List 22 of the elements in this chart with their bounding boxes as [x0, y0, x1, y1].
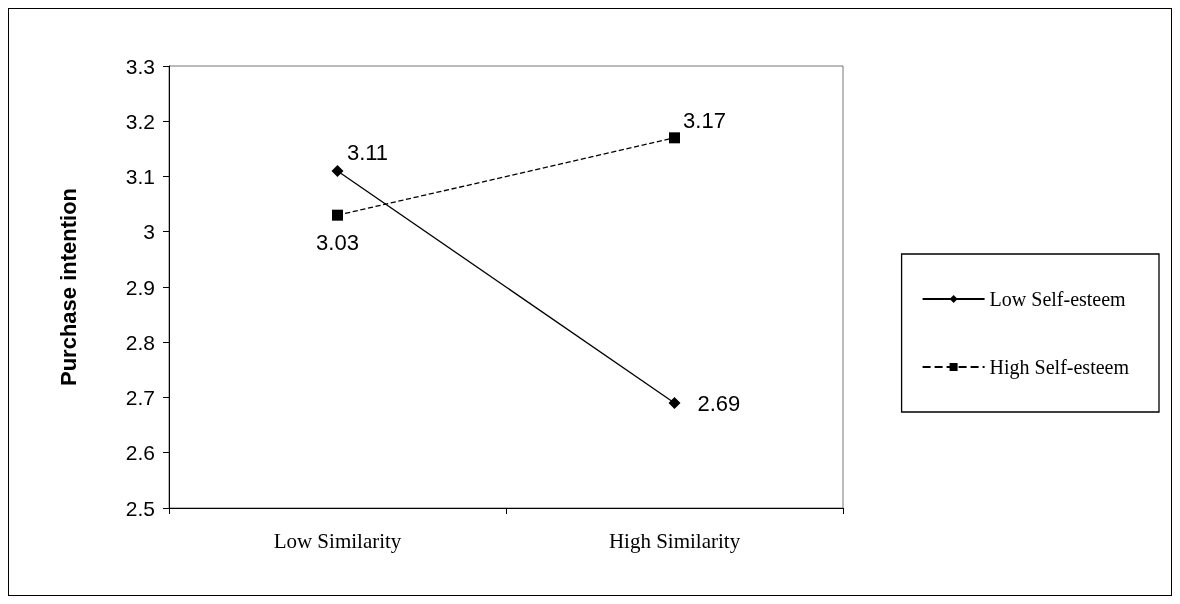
y-tick-label: 3.1 — [125, 165, 155, 188]
y-tick-label: 2.8 — [125, 330, 155, 354]
y-tick-label: 2.9 — [125, 275, 155, 299]
point — [669, 132, 680, 144]
y-tick-label: 2.7 — [125, 386, 155, 409]
x-tick-label: Low Similarity — [273, 528, 402, 553]
point — [331, 164, 344, 177]
legend-label: High Self-esteem — [989, 356, 1130, 379]
point — [668, 397, 681, 410]
y-tick-label: 3 — [143, 220, 155, 244]
y-axis-title: Purchase intention — [55, 187, 81, 387]
y-tick-label: 2.6 — [125, 441, 155, 465]
point — [332, 209, 343, 221]
y-tick-label: 2.5 — [125, 496, 155, 520]
legend-label: Low Self-esteem — [989, 288, 1127, 310]
data-label: 2.69 — [697, 390, 741, 416]
data-label: 3.11 — [346, 140, 389, 166]
data-label: 3.03 — [316, 230, 359, 256]
x-tick-label: High Similarity — [608, 528, 741, 553]
y-tick-label: 3.3 — [125, 54, 155, 78]
y-tick-label: 3.2 — [125, 109, 155, 133]
data-label: 3.17 — [683, 107, 726, 133]
